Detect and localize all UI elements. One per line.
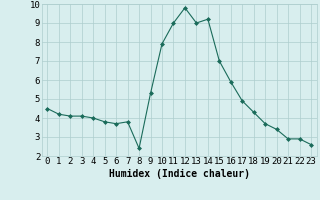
X-axis label: Humidex (Indice chaleur): Humidex (Indice chaleur)	[109, 169, 250, 179]
